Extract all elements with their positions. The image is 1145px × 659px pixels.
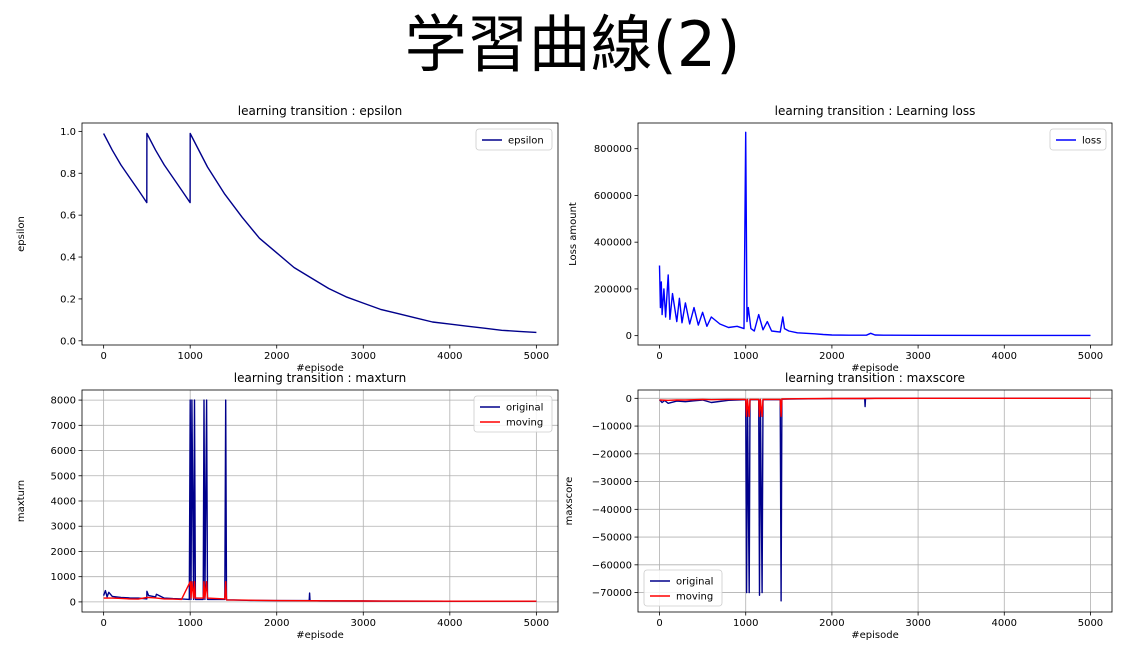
y-tick-label: −20000 — [592, 449, 632, 460]
x-tick-label: 4000 — [437, 351, 462, 362]
y-tick-label: 0.0 — [60, 336, 76, 347]
legend-box — [473, 395, 553, 433]
chart-loss-svg: learning transition : Learning loss 0 1000… — [568, 104, 1113, 374]
series-line-original — [658, 397, 1091, 602]
x-axis-label: #episode — [296, 630, 344, 641]
chart-maxscore-svg: learning transition : maxscore 0 1000 2000 3… — [564, 371, 1113, 641]
x-tick-label: 5000 — [1078, 351, 1103, 362]
legend-label: original — [506, 403, 543, 414]
chart-loss: learning transition : Learning loss 0 1000… — [568, 100, 1142, 380]
x-tick-label: 2000 — [819, 351, 844, 362]
chart-title: learning transition : epsilon — [238, 104, 402, 118]
plot-frame — [81, 122, 559, 346]
y-axis-label: epsilon — [16, 216, 27, 252]
x-tick-label: 2000 — [264, 351, 289, 362]
y-tick-label: 7000 — [51, 421, 76, 432]
y-tick-label: −10000 — [592, 422, 632, 433]
y-tick-label: −70000 — [592, 588, 632, 599]
legend-label: moving — [506, 418, 543, 429]
x-tick-label: 1000 — [733, 618, 758, 629]
y-axis-label: maxscore — [564, 477, 575, 526]
y-tick-label: 0.8 — [60, 169, 76, 180]
x-tick-label: 5000 — [1078, 618, 1103, 629]
y-tick-label: −30000 — [592, 477, 632, 488]
chart-maxturn-svg: learning transition : maxturn 0 1000 2000 30… — [16, 371, 559, 641]
y-tick-label: −60000 — [592, 560, 632, 571]
x-tick-label: 4000 — [437, 618, 462, 629]
legend-label: loss — [1082, 136, 1101, 147]
x-tick-label: 1000 — [733, 351, 758, 362]
chart-title: learning transition : maxscore — [785, 371, 965, 385]
y-tick-label: −40000 — [592, 505, 632, 516]
chart-maxturn: learning transition : maxturn 0 1000 2000 30… — [0, 370, 570, 655]
y-tick-label: 2000 — [51, 547, 76, 558]
x-axis-label: #episode — [851, 363, 899, 374]
chart-maxscore: learning transition : maxscore 0 1000 2000 3… — [564, 370, 1142, 655]
y-tick-label: 0 — [626, 394, 632, 405]
y-tick-label: 600000 — [594, 191, 632, 202]
plot-frame — [637, 122, 1113, 346]
x-tick-label: 0 — [656, 618, 662, 629]
y-tick-label: 0 — [626, 331, 632, 342]
y-tick-label: 400000 — [594, 238, 632, 249]
x-tick-label: 0 — [656, 351, 662, 362]
x-tick-label: 0 — [100, 351, 106, 362]
legend: original moving — [643, 569, 723, 607]
legend-label: original — [676, 577, 713, 588]
y-axis-label: Loss amount — [568, 202, 579, 266]
y-tick-label: 8000 — [51, 396, 76, 407]
y-tick-label: 0 — [70, 597, 76, 608]
chart-title: learning transition : maxturn — [234, 371, 406, 385]
y-tick-label: 200000 — [594, 284, 632, 295]
y-tick-label: 5000 — [51, 471, 76, 482]
legend-label: moving — [676, 592, 713, 603]
series-line-loss — [658, 131, 1091, 337]
legend-box — [1049, 128, 1107, 151]
y-tick-label: 0.4 — [60, 253, 76, 264]
x-tick-label: 2000 — [264, 618, 289, 629]
legend: loss — [1049, 128, 1107, 151]
legend-box — [475, 128, 553, 151]
x-tick-label: 4000 — [992, 618, 1017, 629]
y-tick-label: 6000 — [51, 446, 76, 457]
chart-epsilon: learning transition : epsilon 0 1000 2000 30… — [0, 100, 570, 380]
x-tick-label: 4000 — [992, 351, 1017, 362]
y-tick-label: 1.0 — [60, 127, 76, 138]
plot-frame — [637, 389, 1113, 613]
legend: original moving — [473, 395, 553, 433]
x-tick-label: 3000 — [351, 351, 376, 362]
x-tick-label: 0 — [100, 618, 106, 629]
legend: epsilon — [475, 128, 553, 151]
y-tick-label: 0.2 — [60, 294, 76, 305]
x-tick-label: 1000 — [177, 618, 202, 629]
y-tick-label: −50000 — [592, 533, 632, 544]
series-line-epsilon — [102, 132, 537, 334]
series-line-moving — [103, 580, 537, 602]
chart-title: learning transition : Learning loss — [775, 104, 976, 118]
x-tick-label: 5000 — [524, 351, 549, 362]
y-tick-label: 800000 — [594, 144, 632, 155]
x-tick-label: 2000 — [819, 618, 844, 629]
slide-title: 学習曲線(2) — [404, 8, 741, 81]
x-axis-label: #episode — [296, 363, 344, 374]
x-tick-label: 3000 — [905, 351, 930, 362]
y-axis-label: maxturn — [16, 480, 27, 522]
y-tick-label: 1000 — [51, 572, 76, 583]
chart-epsilon-svg: learning transition : epsilon 0 1000 2000 30… — [16, 104, 559, 374]
x-tick-label: 5000 — [524, 618, 549, 629]
x-tick-label: 3000 — [905, 618, 930, 629]
x-tick-label: 3000 — [351, 618, 376, 629]
legend-label: epsilon — [508, 136, 544, 147]
series-line-moving — [659, 397, 1091, 418]
x-tick-label: 1000 — [177, 351, 202, 362]
x-axis-label: #episode — [851, 630, 899, 641]
y-tick-label: 4000 — [51, 497, 76, 508]
y-tick-label: 3000 — [51, 522, 76, 533]
legend-box — [643, 569, 723, 607]
y-tick-label: 0.6 — [60, 211, 76, 222]
